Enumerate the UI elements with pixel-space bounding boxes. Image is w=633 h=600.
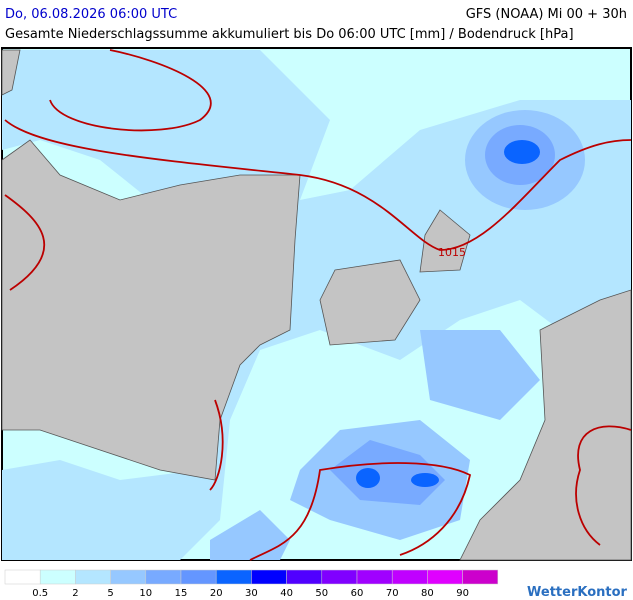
legend-label: 30	[245, 588, 258, 599]
model-run: GFS (NOAA) Mi 00 + 30h	[465, 7, 627, 22]
land-no-precip	[1, 49, 632, 561]
legend-label: 15	[175, 588, 188, 599]
legend-swatch	[391, 569, 428, 585]
legend-swatch	[180, 569, 217, 585]
legend-label: 60	[351, 588, 364, 599]
legend-label: 2	[72, 588, 78, 599]
datetime: Do, 06.08.2026 06:00 UTC	[5, 7, 178, 22]
legend-swatch	[427, 569, 463, 585]
legend-swatch	[215, 569, 252, 585]
legend-swatch	[4, 569, 41, 585]
legend-swatch	[75, 569, 111, 585]
legend-swatch	[39, 569, 76, 585]
legend-label: 20	[210, 588, 223, 599]
isobars	[4, 49, 632, 561]
legend-label: 80	[421, 588, 434, 599]
legend: 0.5 2 5 10 15 20 30 40 50 60 70 80 90	[4, 569, 499, 599]
legend-swatch	[356, 569, 393, 585]
legend-label: 0.5	[32, 588, 48, 599]
precip-medium	[210, 110, 585, 560]
isobar-label: 1015	[438, 246, 466, 259]
subtitle: Gesamte Niederschlagssumme akkumuliert b…	[5, 27, 574, 42]
legend-label: 50	[315, 588, 328, 599]
legend-label: 40	[280, 588, 293, 599]
logo: WetterKontor	[527, 585, 628, 600]
legend-label: 10	[139, 588, 152, 599]
legend-swatch	[462, 569, 499, 585]
legend-label: 90	[456, 588, 469, 599]
legend-swatch	[286, 569, 323, 585]
legend-label: 70	[386, 588, 399, 599]
legend-swatch	[321, 569, 358, 585]
legend-swatch	[110, 569, 147, 585]
legend-swatch	[145, 569, 182, 585]
legend-swatch	[251, 569, 287, 585]
legend-label: 5	[107, 588, 113, 599]
